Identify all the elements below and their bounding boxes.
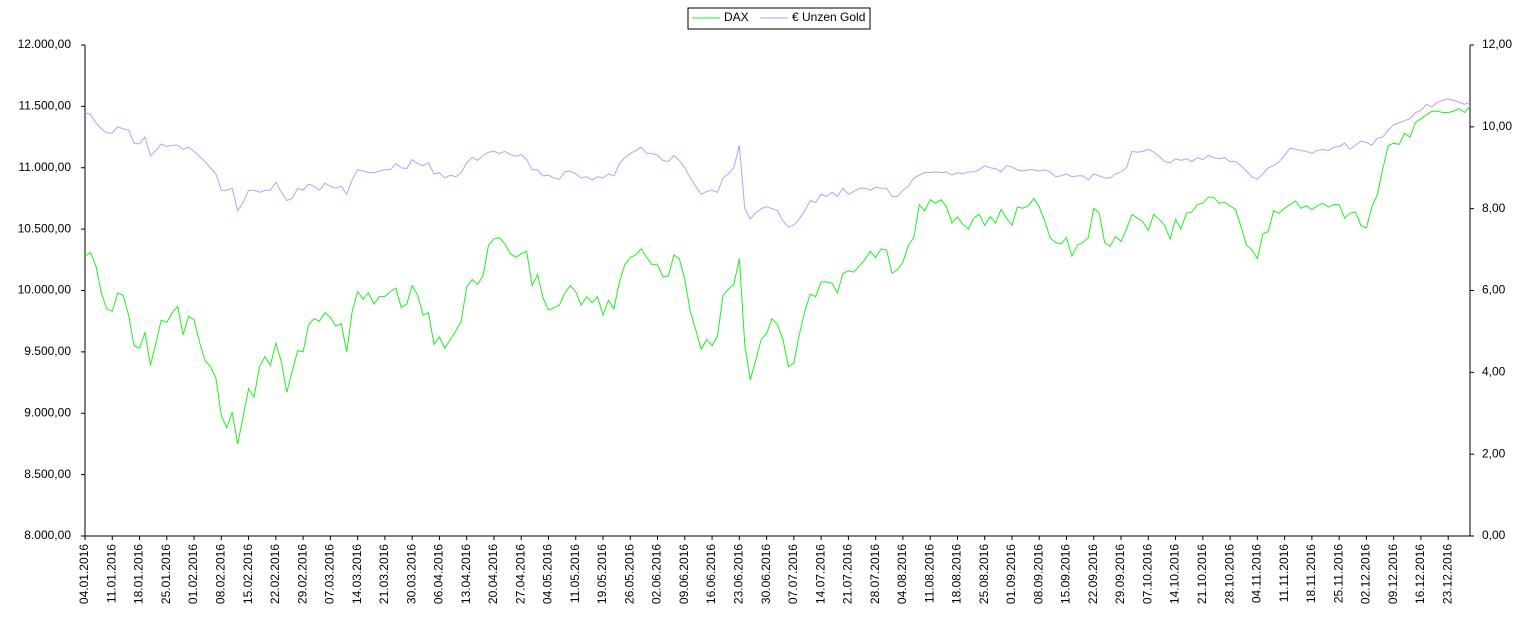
- x-tick-label: 23.12.2016: [1440, 544, 1454, 604]
- x-tick-label: 07.03.2016: [323, 544, 337, 604]
- x-tick-label: 08.02.2016: [213, 544, 227, 604]
- x-tick-label: 21.03.2016: [377, 544, 391, 604]
- x-tick-label: 11.05.2016: [568, 544, 582, 603]
- x-tick-label: 01.02.2016: [186, 544, 200, 604]
- x-tick-label: 14.07.2016: [813, 544, 827, 604]
- x-tick-label: 23.06.2016: [732, 544, 746, 604]
- x-tick-label: 18.08.2016: [950, 544, 964, 604]
- x-tick-label: 19.05.2016: [595, 544, 609, 604]
- x-tick-label: 09.12.2016: [1386, 544, 1400, 604]
- y-tick-label: 10.000,00: [18, 283, 72, 297]
- x-tick-label: 21.10.2016: [1195, 544, 1209, 604]
- x-tick-label: 29.09.2016: [1113, 544, 1127, 604]
- x-tick-label: 02.06.2016: [650, 544, 664, 604]
- y-tick-label: 9.000,00: [24, 405, 71, 419]
- x-tick-label: 04.11.2016: [1250, 544, 1264, 603]
- x-tick-label: 18.01.2016: [132, 544, 146, 604]
- x-tick-label: 02.12.2016: [1359, 544, 1373, 604]
- x-tick-label: 16.06.2016: [704, 544, 718, 604]
- x-tick-label: 14.10.2016: [1168, 544, 1182, 604]
- x-tick-label: 13.04.2016: [459, 544, 473, 604]
- x-tick-label: 25.11.2016: [1331, 544, 1345, 603]
- y-tick-label: 9.500,00: [24, 344, 71, 358]
- y-tick-label: 12.000,00: [18, 37, 72, 51]
- y2-tick-label: 10,00: [1482, 119, 1512, 133]
- x-tick-label: 07.07.2016: [786, 544, 800, 604]
- y2-tick-label: 0,00: [1482, 528, 1506, 542]
- y2-tick-label: 4,00: [1482, 365, 1506, 379]
- x-tick-label: 01.09.2016: [1004, 544, 1018, 604]
- x-tick-label: 08.09.2016: [1031, 544, 1045, 604]
- x-tick-label: 30.06.2016: [759, 544, 773, 604]
- x-tick-label: 11.08.2016: [922, 544, 936, 603]
- x-tick-label: 21.07.2016: [841, 544, 855, 604]
- x-tick-label: 18.11.2016: [1304, 544, 1318, 603]
- x-tick-label: 25.08.2016: [977, 544, 991, 604]
- y-tick-label: 8.000,00: [24, 528, 71, 542]
- x-tick-label: 06.04.2016: [432, 544, 446, 604]
- x-tick-label: 28.07.2016: [868, 544, 882, 604]
- x-tick-label: 15.02.2016: [241, 544, 255, 604]
- x-tick-label: 22.09.2016: [1086, 544, 1100, 604]
- y-tick-label: 11.500,00: [19, 99, 72, 113]
- x-tick-label: 04.05.2016: [541, 544, 555, 604]
- x-tick-label: 20.04.2016: [486, 544, 500, 604]
- x-tick-label: 14.03.2016: [350, 544, 364, 604]
- legend-label: DAX: [724, 10, 749, 24]
- x-tick-label: 16.12.2016: [1413, 544, 1427, 604]
- x-tick-label: 25.01.2016: [159, 544, 173, 604]
- series-line: [84, 106, 1471, 445]
- series-line: [84, 98, 1471, 228]
- x-tick-label: 22.02.2016: [268, 544, 282, 604]
- x-tick-label: 04.08.2016: [895, 544, 909, 604]
- y-tick-label: 11.000,00: [19, 160, 72, 174]
- y2-tick-label: 12,00: [1482, 37, 1512, 51]
- x-tick-label: 15.09.2016: [1059, 544, 1073, 604]
- x-tick-label: 30.03.2016: [404, 544, 418, 604]
- y-tick-label: 10.500,00: [18, 221, 72, 235]
- y-tick-label: 8.500,00: [24, 467, 71, 481]
- x-tick-label: 27.04.2016: [513, 544, 527, 604]
- x-tick-label: 26.05.2016: [622, 544, 636, 604]
- x-tick-label: 11.11.2016: [1277, 544, 1291, 603]
- x-tick-label: 28.10.2016: [1222, 544, 1236, 604]
- x-tick-label: 29.02.2016: [295, 544, 309, 604]
- y2-tick-label: 8,00: [1482, 201, 1506, 215]
- y2-tick-label: 6,00: [1482, 283, 1506, 297]
- x-tick-label: 07.10.2016: [1140, 544, 1154, 604]
- x-tick-label: 04.01.2016: [77, 544, 91, 604]
- y2-tick-label: 2,00: [1482, 446, 1506, 460]
- x-tick-label: 11.01.2016: [104, 544, 118, 603]
- x-tick-label: 09.06.2016: [677, 544, 691, 604]
- legend-label: € Unzen Gold: [792, 10, 865, 24]
